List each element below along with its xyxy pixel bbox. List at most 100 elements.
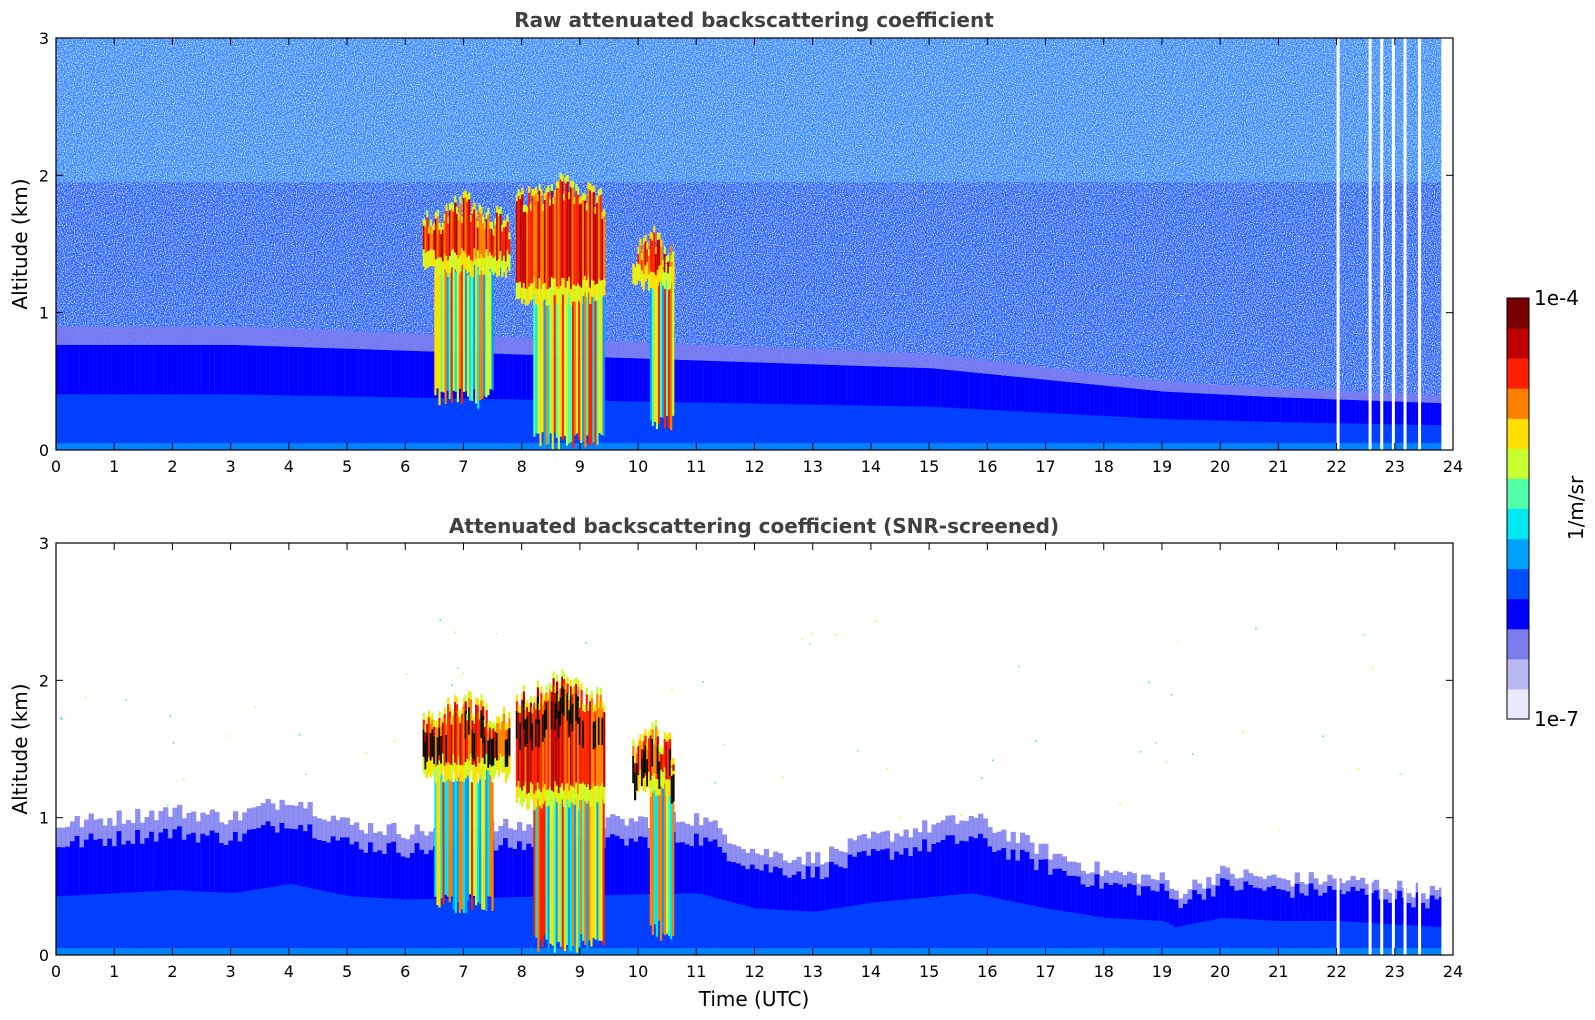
cloud-core [447,223,450,261]
cloud-core [440,234,443,258]
precipitation-streak [444,271,447,404]
boundary-layer-core [991,897,998,955]
data-gap [1380,38,1384,450]
precipitation-streak [594,770,597,940]
boundary-layer-core [1052,413,1058,450]
boundary-layer-core [1094,916,1100,955]
boundary-layer-core [428,898,434,955]
raw-backscatter-panel: Raw attenuated backscattering coefficien… [8,8,1463,476]
boundary-layer-core [996,410,1002,450]
boundary-layer-core [177,394,183,450]
boundary-layer-core [866,405,872,450]
boundary-layer-core [861,405,867,450]
precipitation-streak [594,258,597,445]
cloud-saturated [550,701,553,730]
boundary-layer-core [195,394,201,450]
boundary-layer-core [982,895,988,955]
cloud-core [503,713,506,756]
colorbar-step [1507,508,1529,540]
cloud-core [482,223,485,259]
cloud-core [596,693,599,786]
boundary-layer-core [130,892,136,955]
precipitation-streak [663,750,667,936]
precipitation-streak [539,258,542,447]
precipitation-streak [462,267,466,392]
boundary-layer-core [1005,410,1012,450]
cloud-saturated [576,696,580,724]
boundary-layer-core [237,892,243,955]
x-tick-label: 7 [458,962,468,981]
cloud-core [441,722,445,754]
boundary-layer-core [1047,413,1054,450]
cloud-core [597,707,601,787]
boundary-layer-core [908,898,914,955]
cloud-core [485,219,488,250]
boundary-layer-core [1043,412,1049,450]
cloud-core [515,701,519,787]
boundary-layer-core [954,894,960,955]
boundary-layer-core [1294,422,1300,450]
boundary-layer-core [158,394,164,450]
precipitation-streak [584,783,587,945]
cloud-core [661,267,665,270]
boundary-layer-core [1406,925,1412,955]
boundary-layer-core [624,894,630,955]
cloud-saturated [538,719,541,748]
boundary-layer-core [1411,424,1417,450]
boundary-layer-core [493,897,499,955]
boundary-layer-core [340,396,346,450]
precipitation-streak [438,248,441,406]
cloud-core [468,199,471,256]
boundary-layer-core [656,401,662,450]
boundary-layer-core [936,407,942,450]
boundary-layer-core [675,402,681,450]
boundary-layer-column [945,835,951,955]
y-tick-label: 1 [39,304,49,323]
residual-speck [1035,740,1038,742]
boundary-layer-core [475,897,481,955]
cloud-saturated [496,732,499,761]
boundary-layer-core [1085,415,1091,450]
boundary-layer-core [395,898,402,955]
cloud-core [596,202,599,284]
boundary-layer-core [302,395,309,450]
boundary-layer-core [354,396,360,450]
cloud-saturated [508,728,511,756]
boundary-layer-core [1075,414,1082,450]
boundary-layer-core [787,404,793,450]
residual-speck [801,638,803,640]
boundary-layer-core [293,884,299,955]
boundary-layer-column [1159,883,1165,955]
boundary-layer-core [652,894,658,955]
boundary-layer-core [1206,920,1212,955]
x-tick-label: 16 [977,457,997,476]
boundary-layer-core [1224,918,1231,955]
cloud-column [672,757,675,788]
cloud-core [575,190,578,287]
boundary-layer-core [498,399,504,450]
boundary-layer-core [172,394,178,450]
cloud-core [665,741,668,780]
boundary-layer-core [386,898,392,955]
cloud-saturated [656,746,659,774]
boundary-layer-core [475,398,481,450]
cloud-core [640,260,644,271]
boundary-layer-core [1108,918,1114,955]
x-tick-label: 20 [1210,457,1230,476]
cloud-saturated [483,736,487,764]
cloud-core [496,212,499,261]
boundary-layer-core [745,403,751,450]
residual-speck [454,631,456,633]
raw-heatmap [56,38,1453,450]
boundary-layer-core [964,893,970,955]
precipitation-streak [473,760,476,896]
boundary-layer-core [1276,422,1282,450]
boundary-layer-core [65,394,71,450]
cloud-core [583,712,587,785]
cloud-core [536,201,540,289]
boundary-layer-core [367,897,374,955]
boundary-layer-core [144,891,150,955]
boundary-layer-core [1220,420,1226,450]
cloud-core [583,200,587,276]
boundary-layer-core [1019,903,1026,955]
